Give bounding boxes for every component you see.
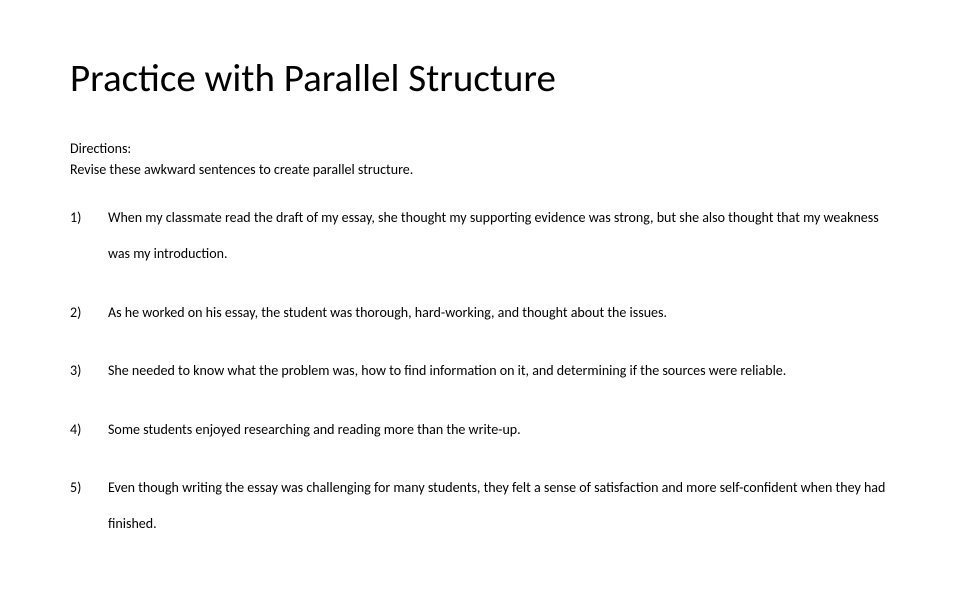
list-item: 1) When my classmate read the draft of m… <box>70 200 890 273</box>
page-title: Practice with Parallel Structure <box>70 55 890 102</box>
list-item: 3) She needed to know what the problem w… <box>70 353 890 389</box>
item-number: 3) <box>70 362 108 379</box>
item-text: Some students enjoyed researching and re… <box>108 412 890 448</box>
item-text: She needed to know what the problem was,… <box>108 353 890 389</box>
items-list: 1) When my classmate read the draft of m… <box>70 200 890 543</box>
item-number: 5) <box>70 479 108 496</box>
item-text: As he worked on his essay, the student w… <box>108 295 890 331</box>
worksheet-page: Practice with Parallel Structure Directi… <box>0 0 960 605</box>
item-number: 2) <box>70 304 108 321</box>
directions-label: Directions: <box>70 140 890 157</box>
list-item: 5) Even though writing the essay was cha… <box>70 470 890 543</box>
list-item: 2) As he worked on his essay, the studen… <box>70 295 890 331</box>
list-item: 4) Some students enjoyed researching and… <box>70 412 890 448</box>
item-text: When my classmate read the draft of my e… <box>108 200 890 273</box>
item-text: Even though writing the essay was challe… <box>108 470 890 543</box>
item-number: 4) <box>70 421 108 438</box>
directions-text: Revise these awkward sentences to create… <box>70 161 890 178</box>
item-number: 1) <box>70 209 108 226</box>
